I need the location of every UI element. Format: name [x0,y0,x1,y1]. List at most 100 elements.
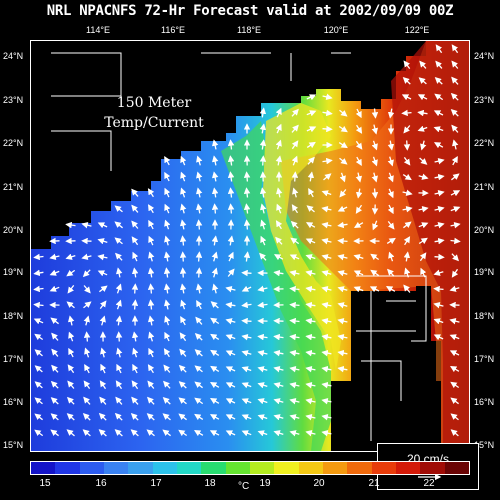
current-vector [131,220,139,229]
current-vector [419,252,427,262]
current-vector [417,94,428,101]
current-vector [275,187,283,198]
current-vector [260,235,267,246]
current-vector [83,315,90,326]
current-vector [259,155,267,166]
lat-label-21-left: 21°N [3,182,24,192]
current-vector [305,430,316,437]
current-vector [273,430,284,437]
current-vector [257,285,268,293]
colorbar-segment [298,462,323,474]
current-vector [148,347,155,358]
luzon-land [331,286,441,451]
current-vector [162,429,171,437]
current-vector [338,125,348,133]
current-vector [449,318,460,325]
current-vector [371,188,379,199]
current-vector [83,285,91,294]
current-vector [355,108,362,119]
current-vector [450,221,461,229]
current-vector [33,253,44,261]
current-vector [273,382,284,389]
colorbar-segment [274,462,299,474]
current-vector [148,331,155,342]
current-vector [339,189,347,198]
current-vector [321,429,332,437]
current-vector [227,187,235,198]
current-vector [388,251,395,262]
current-vector [337,237,348,245]
current-vector [339,109,348,117]
current-vector [115,396,123,405]
current-vector [164,155,171,166]
current-vector [259,139,267,150]
current-vector [387,172,394,183]
current-vector [289,269,300,277]
current-vector [290,237,300,245]
current-vector [291,124,299,133]
current-vector [195,219,203,230]
hot-water-band [391,41,469,451]
current-vector [450,206,461,213]
current-vector [450,397,459,405]
current-vector [194,365,203,373]
current-vector [148,235,155,246]
current-vector [337,317,348,325]
colorbar-segment [79,462,104,474]
current-vector [211,203,219,214]
current-vector [306,110,317,117]
current-vector [450,190,461,197]
current-vector [34,333,44,341]
current-vector [306,141,316,149]
current-vector [291,204,299,214]
current-vector [305,270,316,277]
current-vector [114,221,123,229]
colorbar-segment [201,462,226,474]
current-vector [115,299,122,310]
current-vector [402,173,412,181]
depth-label: 150 Meter Temp/Current [79,93,229,133]
current-vector [211,187,219,198]
current-vector [404,267,411,278]
current-vector [210,333,220,341]
current-vector [179,267,187,278]
current-vector [163,267,171,278]
lat-label-22-left: 22°N [3,138,24,148]
current-vector [433,334,444,341]
current-vector [292,187,299,198]
current-vector [290,220,299,229]
current-vector [178,381,187,389]
current-vector [307,171,315,182]
current-vector [81,253,92,260]
current-vector [164,219,171,230]
current-vector [180,315,187,326]
current-vector [132,251,139,262]
current-vector [276,203,283,214]
current-vector [115,331,123,342]
current-vector [259,252,267,261]
current-vector [130,429,139,437]
colorbar-segment [249,462,275,474]
current-vector [147,396,155,405]
current-vector [241,414,252,421]
colorbar-segment [152,462,177,474]
current-vector [67,315,75,326]
current-vector [227,155,235,166]
current-vector [371,140,378,151]
lat-label-15-left: 15°N [3,440,24,450]
current-vector [451,268,459,278]
coastline-lines [51,52,427,441]
current-vector [291,140,299,150]
current-vector [132,363,139,374]
current-vector [33,301,44,309]
current-vector [67,380,75,389]
current-vector [449,334,460,341]
current-vector [273,333,284,341]
current-vector [321,221,332,229]
lat-label-17-left: 17°N [3,354,24,364]
current-vector [194,381,203,389]
current-vector [243,219,251,230]
current-vector [418,205,429,213]
current-vector [305,301,316,309]
current-vector [451,44,459,54]
